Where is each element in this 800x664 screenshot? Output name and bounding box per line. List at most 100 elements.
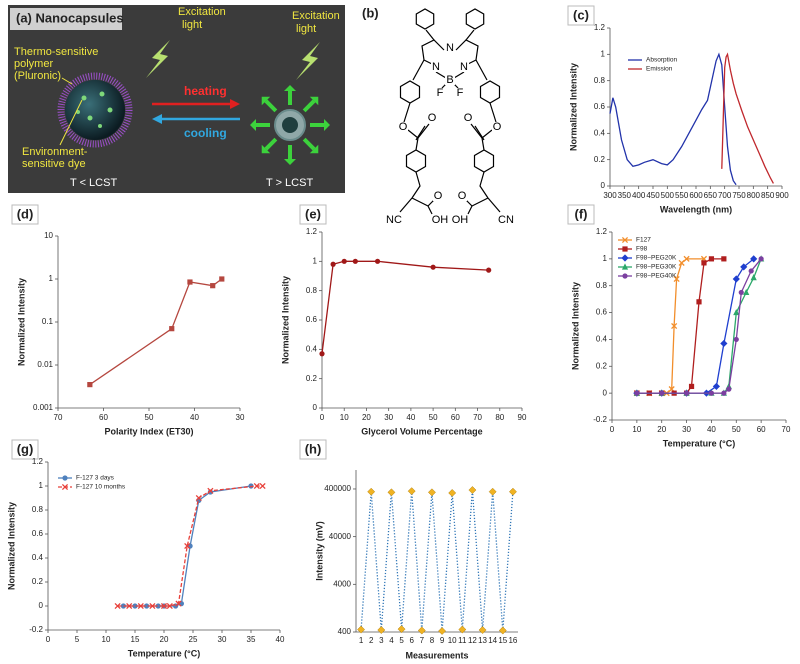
panel-label-box	[299, 204, 327, 225]
x-tick-label: 900	[775, 191, 789, 200]
x-tick-label: 80	[495, 413, 504, 422]
marker	[726, 386, 732, 392]
panel-label: (h)	[305, 441, 322, 456]
marker	[683, 390, 690, 396]
marker	[721, 390, 727, 396]
marker	[132, 603, 138, 609]
bond	[425, 29, 435, 41]
atom-background	[455, 215, 465, 225]
x-tick-label: 850	[761, 191, 775, 200]
marker	[219, 276, 225, 282]
atom-label: OH	[452, 214, 469, 226]
x-tick-label: 1	[359, 636, 364, 645]
atom-background	[435, 88, 445, 98]
marker	[367, 487, 376, 496]
diagram-label: T < LCST	[70, 177, 117, 189]
legend-label: F127	[636, 237, 651, 244]
y-tick-label: 0	[601, 181, 606, 190]
emission-arrowhead	[284, 85, 296, 91]
x-axis-title: Wavelength (nm)	[660, 204, 732, 214]
diagram-label: heating	[184, 84, 227, 98]
x-axis-title: Temperature (°C)	[663, 438, 735, 448]
y-tick-label: 0	[603, 388, 608, 397]
marker	[253, 482, 260, 490]
marker	[430, 264, 436, 270]
diagram-label: T > LCST	[266, 177, 313, 189]
y-tick-label: 400	[338, 627, 352, 636]
x-tick-label: 450	[646, 191, 660, 200]
panel-label-box	[567, 5, 595, 26]
marker	[498, 626, 507, 635]
marker	[175, 600, 182, 607]
x-tick-label: 3	[379, 636, 384, 645]
panel-label-box	[11, 204, 39, 225]
marker	[427, 488, 436, 497]
marker	[708, 256, 715, 262]
marker	[184, 542, 191, 550]
y-tick-label: 400000	[324, 484, 351, 493]
y-tick-label: 1	[49, 274, 54, 283]
x-tick-label: 800	[747, 191, 761, 200]
x-tick-label: 600	[689, 191, 703, 200]
y-tick-label: -0.2	[593, 415, 607, 424]
marker	[377, 626, 386, 634]
atom-background	[389, 215, 399, 225]
x-tick-label: 4	[389, 636, 394, 645]
x-tick-label: 20	[160, 635, 169, 644]
panel-label: (d)	[17, 206, 34, 221]
y-tick-label: 0.8	[306, 286, 318, 295]
atom-background	[433, 191, 443, 201]
y-tick-label: 1.2	[594, 23, 606, 32]
marker	[448, 489, 457, 497]
emission-arrow	[302, 99, 316, 113]
marker	[319, 351, 325, 357]
benzene-ring	[473, 149, 495, 173]
x-tick-label: 60	[99, 413, 108, 422]
bond	[399, 197, 413, 213]
y-tick-label: 0.2	[596, 361, 608, 370]
x-tick-label: 35	[247, 635, 256, 644]
x-tick-label: 16	[508, 636, 517, 645]
x-tick-label: 40	[707, 425, 716, 434]
legend-label: F-127 10 months	[76, 484, 126, 491]
diagram-label: sensitive dye	[22, 158, 86, 170]
x-tick-label: 11	[458, 636, 467, 645]
marker	[160, 602, 168, 610]
atom-background	[435, 215, 445, 225]
marker	[458, 625, 467, 634]
atom-label: CN	[498, 214, 514, 226]
legend-label: Emission	[646, 66, 673, 73]
y-tick-label: 0	[313, 403, 318, 412]
x-tick-label: 350	[618, 191, 632, 200]
right-excitation-bolt	[296, 42, 320, 80]
marker	[508, 487, 517, 496]
x-tick-label: 5	[399, 636, 404, 645]
atom-background	[445, 75, 455, 85]
x-tick-label: 90	[518, 413, 527, 422]
diagram-label: cooling	[184, 126, 227, 140]
y-tick-label: 0.2	[594, 155, 606, 164]
legend-marker	[622, 246, 628, 252]
y-tick-label: 1	[601, 49, 606, 58]
marker	[387, 488, 396, 497]
y-tick-label: 0.4	[306, 344, 318, 353]
y-axis-title: Normalized Intensity	[6, 502, 16, 590]
marker	[750, 255, 758, 263]
y-tick-label: 0.4	[32, 553, 44, 562]
x-tick-label: 700	[718, 191, 732, 200]
atom-label: N	[446, 42, 454, 54]
marker	[210, 283, 216, 289]
atom-background	[445, 43, 455, 53]
emission-arrowhead	[284, 159, 296, 165]
panel-label: (g)	[17, 441, 34, 456]
atom-background	[431, 62, 441, 72]
emission-arrowhead	[309, 96, 319, 106]
panel-label: (c)	[573, 7, 589, 22]
x-tick-label: 2	[369, 636, 374, 645]
x-tick-label: 20	[657, 425, 666, 434]
diagram-label: Thermo-sensitive	[14, 46, 98, 58]
diagram-label: (Pluronic)	[14, 70, 61, 82]
bond	[471, 197, 489, 207]
marker	[352, 258, 358, 264]
y-tick-label: 0.4	[594, 128, 606, 137]
